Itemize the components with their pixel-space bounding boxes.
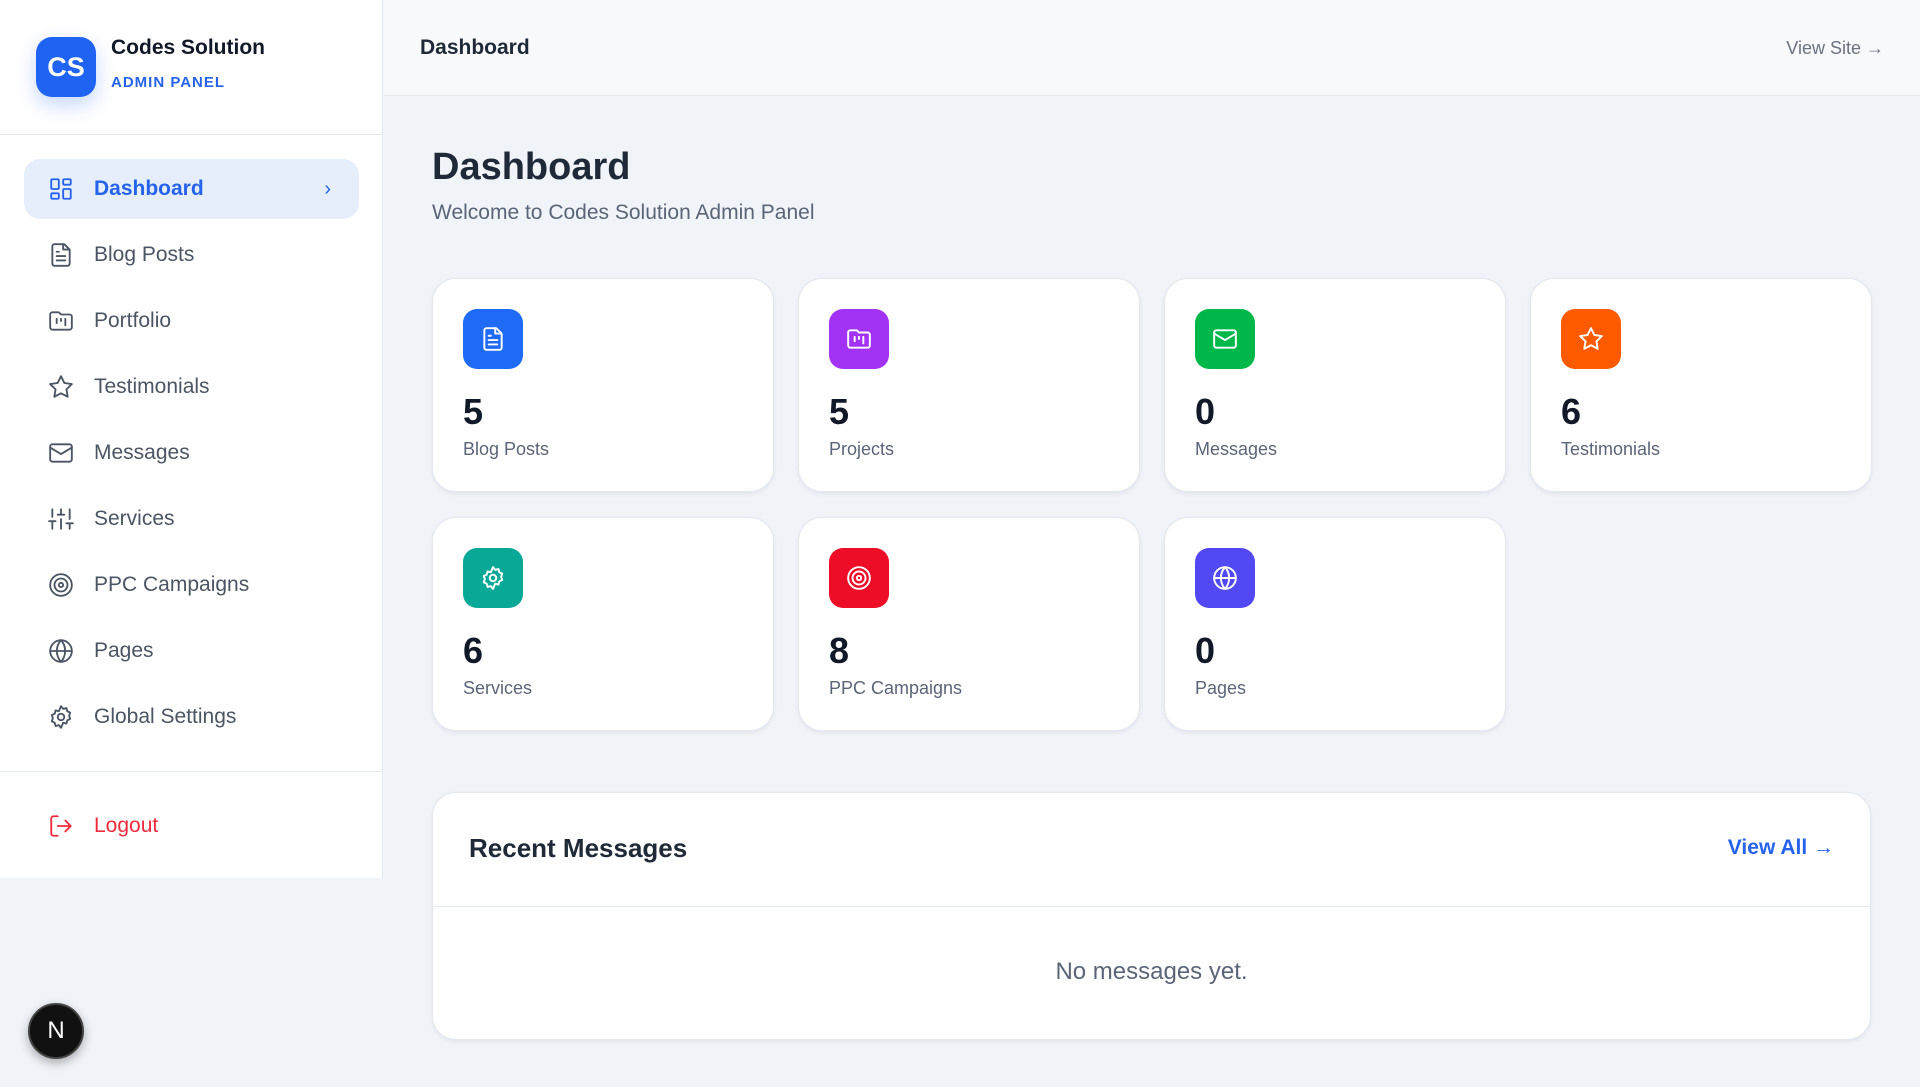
- sidebar-item-label: Messages: [94, 441, 190, 464]
- logout-icon: [48, 813, 74, 839]
- mail-icon: [48, 440, 74, 466]
- stat-card-blog-posts[interactable]: 5 Blog Posts: [432, 278, 774, 492]
- sidebar-item-label: Dashboard: [94, 177, 204, 200]
- brand-name: Codes Solution: [111, 36, 265, 59]
- globe-icon: [48, 638, 74, 664]
- chevron-right-icon: ›: [324, 177, 331, 200]
- stat-label: Pages: [1195, 678, 1247, 698]
- sidebar-item-label: Portfolio: [94, 309, 172, 332]
- stat-value: 6: [1561, 391, 1582, 432]
- settings-icon: [463, 548, 523, 608]
- grid-icon: [48, 176, 74, 202]
- stat-label: PPC Campaigns: [829, 678, 963, 698]
- stat-label: Testimonials: [1561, 439, 1661, 459]
- logout-label: Logout: [94, 814, 159, 837]
- sidebar-item-blog-posts[interactable]: Blog Posts: [24, 225, 359, 285]
- view-site-link[interactable]: View Site →: [1786, 38, 1884, 58]
- globe-icon: [1195, 548, 1255, 608]
- stat-value: 5: [829, 391, 850, 432]
- page-title: Dashboard: [432, 146, 631, 188]
- brand-subtitle: ADMIN PANEL: [111, 74, 226, 91]
- sliders-icon: [48, 506, 74, 532]
- sidebar-item-dashboard[interactable]: Dashboard ›: [24, 159, 359, 219]
- star-icon: [48, 374, 74, 400]
- sidebar-item-global-settings[interactable]: Global Settings: [24, 687, 359, 747]
- target-icon: [829, 548, 889, 608]
- sidebar-item-testimonials[interactable]: Testimonials: [24, 357, 359, 417]
- stat-value: 0: [1195, 391, 1216, 432]
- sidebar-item-label: Blog Posts: [94, 243, 195, 266]
- stat-card-pages[interactable]: 0 Pages: [1164, 517, 1506, 731]
- sidebar-item-pages[interactable]: Pages: [24, 621, 359, 681]
- stat-label: Messages: [1195, 439, 1278, 459]
- stat-card-testimonials[interactable]: 6 Testimonials: [1530, 278, 1872, 492]
- file-text-icon: [48, 242, 74, 268]
- sidebar: CS Codes Solution ADMIN PANEL Dashboard ›…: [0, 0, 383, 878]
- dev-tools-button[interactable]: N: [28, 1003, 84, 1059]
- star-icon: [1561, 309, 1621, 369]
- sidebar-item-label: Testimonials: [94, 375, 210, 398]
- stat-card-services[interactable]: 6 Services: [432, 517, 774, 731]
- file-text-icon: [463, 309, 523, 369]
- stat-value: 8: [829, 630, 850, 671]
- view-all-link[interactable]: View All →: [1727, 836, 1834, 859]
- empty-state: No messages yet.: [1055, 958, 1248, 985]
- top-bar: Dashboard View Site →: [384, 0, 1920, 96]
- stat-value: 5: [463, 391, 484, 432]
- stat-card-projects[interactable]: 5 Projects: [798, 278, 1140, 492]
- sidebar-item-portfolio[interactable]: Portfolio: [24, 291, 359, 351]
- header-title: Dashboard: [420, 36, 530, 59]
- brand: CS Codes Solution ADMIN PANEL: [0, 0, 382, 135]
- stat-label: Blog Posts: [463, 439, 550, 459]
- sidebar-item-label: Pages: [94, 639, 154, 662]
- stat-card-ppc-campaigns[interactable]: 8 PPC Campaigns: [798, 517, 1140, 731]
- recent-messages-title: Recent Messages: [469, 833, 688, 863]
- stat-card-messages[interactable]: 0 Messages: [1164, 278, 1506, 492]
- divider: [0, 771, 383, 772]
- stat-value: 6: [463, 630, 484, 671]
- page-subtitle: Welcome to Codes Solution Admin Panel: [432, 201, 815, 224]
- target-icon: [48, 572, 74, 598]
- logo[interactable]: CS: [36, 37, 96, 97]
- sidebar-item-label: PPC Campaigns: [94, 573, 250, 596]
- recent-messages-header: Recent Messages View All →: [433, 793, 1870, 907]
- stat-label: Projects: [829, 439, 895, 459]
- logout-button[interactable]: Logout: [24, 796, 359, 856]
- stat-value: 0: [1195, 630, 1216, 671]
- mail-icon: [1195, 309, 1255, 369]
- folder-kanban-icon: [48, 308, 74, 334]
- stat-label: Services: [463, 678, 533, 698]
- sidebar-item-messages[interactable]: Messages: [24, 423, 359, 483]
- sidebar-nav: Dashboard › Blog Posts Portfolio Testimon…: [24, 159, 359, 753]
- settings-icon: [48, 704, 74, 730]
- sidebar-item-services[interactable]: Services: [24, 489, 359, 549]
- folder-kanban-icon: [829, 309, 889, 369]
- recent-messages-panel: Recent Messages View All → No messages y…: [432, 792, 1871, 1040]
- sidebar-item-label: Services: [94, 507, 175, 530]
- sidebar-item-ppc-campaigns[interactable]: PPC Campaigns: [24, 555, 359, 615]
- sidebar-item-label: Global Settings: [94, 705, 237, 728]
